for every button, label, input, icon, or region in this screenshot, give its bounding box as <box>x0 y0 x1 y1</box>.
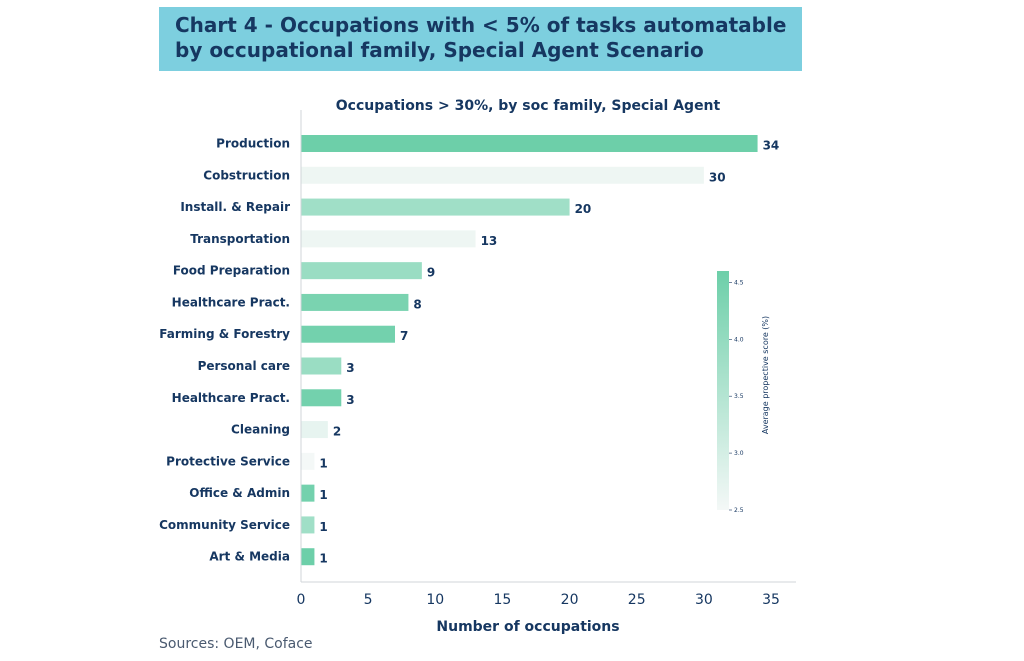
category-labels-group: Production Cobstruction Install. & Repair T… <box>159 137 290 564</box>
bar <box>301 230 476 248</box>
bar <box>301 452 315 470</box>
value-label: 7 <box>400 329 408 343</box>
value-label: 34 <box>763 139 780 153</box>
bar <box>301 166 704 184</box>
category-label: Farming & Forestry <box>159 327 290 341</box>
x-tick-label: 0 <box>297 592 306 608</box>
colorbar-tick-label: 4.5 <box>734 279 744 286</box>
colorbar-tick-label: 2.5 <box>734 507 744 514</box>
value-label: 8 <box>413 297 421 311</box>
category-label: Food Preparation <box>173 264 290 278</box>
colorbar-tick-label: 3.5 <box>734 393 744 400</box>
x-tick-label: 20 <box>561 592 579 608</box>
x-axis-title: Number of occupations <box>436 619 619 635</box>
x-tick-label: 5 <box>364 592 373 608</box>
bar <box>301 484 315 502</box>
x-tick-label: 25 <box>628 592 646 608</box>
category-label: Install. & Repair <box>180 200 290 214</box>
x-tick-label: 15 <box>494 592 512 608</box>
category-label: Healthcare Pract. <box>172 295 290 309</box>
bar <box>301 421 328 439</box>
bar <box>301 516 315 534</box>
colorbar <box>717 271 729 510</box>
bar <box>301 548 315 566</box>
page-title-line-1: Chart 4 - Occupations with < 5% of tasks… <box>175 13 787 37</box>
bar <box>301 135 758 152</box>
colorbar-tick-label: 3.0 <box>734 450 744 457</box>
x-tick-label: 35 <box>762 592 780 608</box>
bar <box>301 357 342 375</box>
value-label: 30 <box>709 170 726 184</box>
colorbar-ticks-group: 4.5 4.0 3.5 3.0 2.5 <box>729 279 744 514</box>
x-tick-label: 30 <box>695 592 713 608</box>
title-banner: Chart 4 - Occupations with < 5% of tasks… <box>159 7 803 71</box>
page-title-line-2: by occupational family, Special Agent Sc… <box>175 38 704 62</box>
category-label: Personal care <box>198 359 290 373</box>
bar <box>301 325 395 343</box>
category-label: Community Service <box>159 518 290 532</box>
colorbar-tick-label: 4.0 <box>734 336 744 343</box>
category-label: Healthcare Pract. <box>172 391 290 405</box>
category-label: Transportation <box>190 232 290 246</box>
category-label: Production <box>216 137 290 151</box>
bar <box>301 198 570 216</box>
bar <box>301 293 409 311</box>
value-label: 13 <box>481 234 498 248</box>
value-label: 2 <box>333 425 341 439</box>
value-labels-group: 34 30 20 13 9 8 7 3 3 2 1 1 1 1 <box>319 139 779 566</box>
value-label: 3 <box>346 361 354 375</box>
category-label: Cleaning <box>231 423 290 437</box>
bar <box>301 262 422 280</box>
value-label: 1 <box>319 520 327 534</box>
bars-group <box>301 135 758 566</box>
value-label: 1 <box>319 456 327 470</box>
category-label: Office & Admin <box>189 486 290 500</box>
value-label: 9 <box>427 266 435 280</box>
category-label: Art & Media <box>209 550 290 564</box>
bar <box>301 389 342 407</box>
value-label: 3 <box>346 393 354 407</box>
x-tick-labels-group: 0 5 10 15 20 25 30 35 <box>297 592 780 608</box>
x-tick-label: 10 <box>426 592 444 608</box>
source-note: Sources: OEM, Coface <box>159 636 313 652</box>
value-label: 1 <box>319 488 327 502</box>
category-label: Protective Service <box>166 454 290 468</box>
value-label: 1 <box>319 552 327 566</box>
chart-title: Occupations > 30%, by soc family, Specia… <box>336 98 721 114</box>
category-label: Cobstruction <box>203 168 290 182</box>
colorbar-title: Average propective score (%) <box>761 316 770 434</box>
value-label: 20 <box>575 202 592 216</box>
